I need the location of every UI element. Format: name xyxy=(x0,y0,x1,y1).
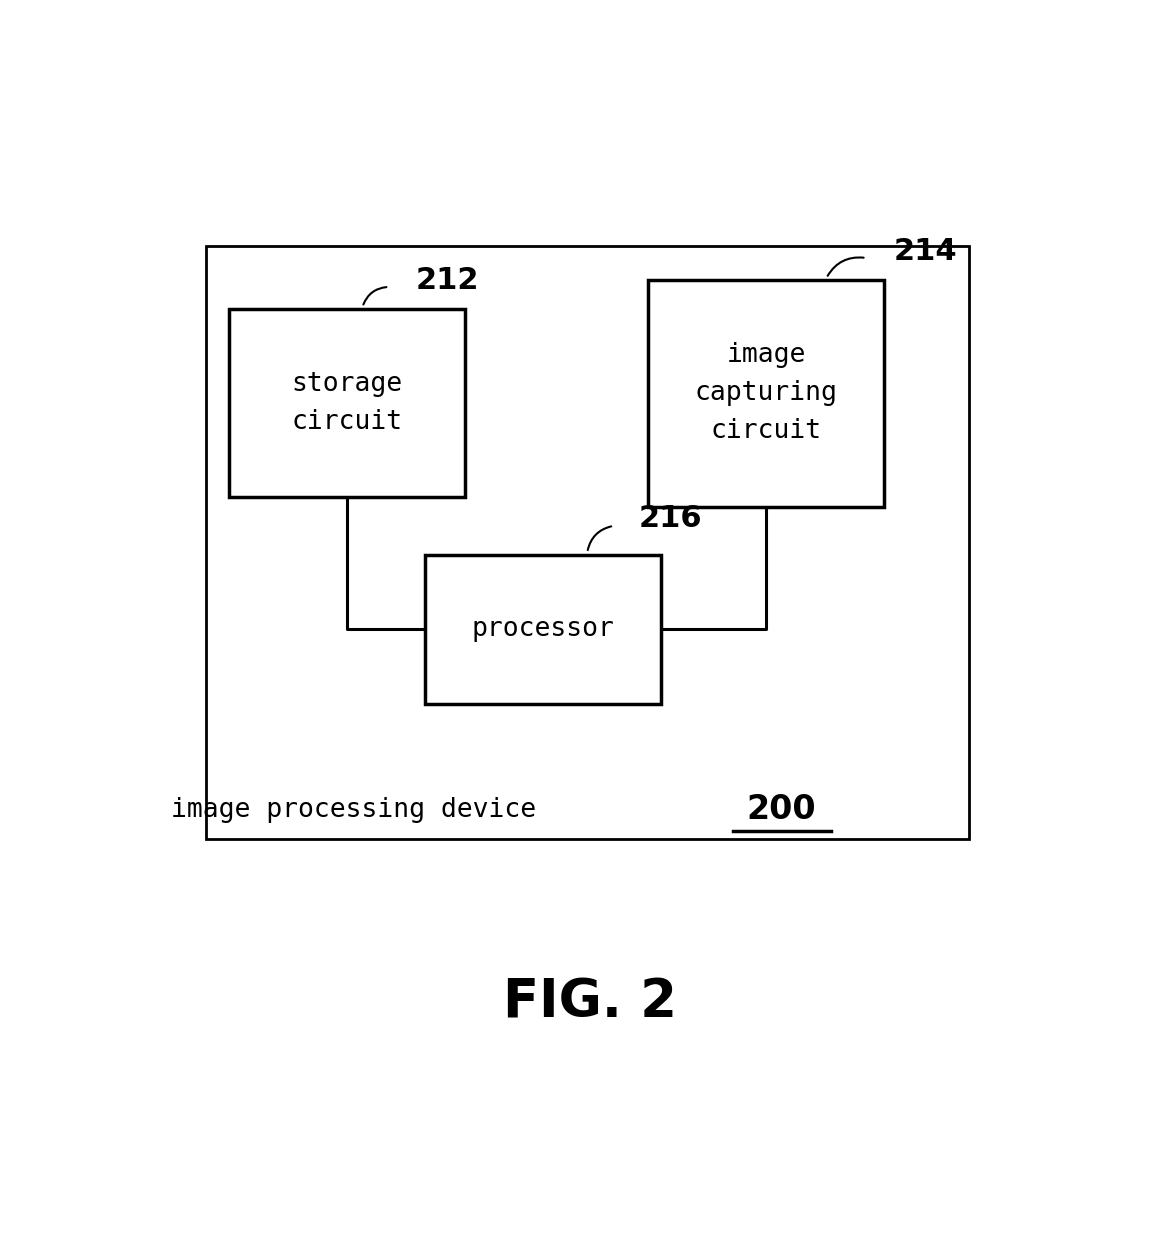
Text: processor: processor xyxy=(472,617,615,642)
Text: storage
circuit: storage circuit xyxy=(291,372,403,435)
Bar xyxy=(229,309,465,497)
Bar xyxy=(648,280,884,507)
Bar xyxy=(425,554,662,704)
Text: 214: 214 xyxy=(893,236,956,265)
Text: image
capturing
circuit: image capturing circuit xyxy=(694,343,838,444)
Text: FIG. 2: FIG. 2 xyxy=(503,977,677,1028)
Bar xyxy=(206,246,969,839)
Text: 200: 200 xyxy=(747,793,816,827)
Text: image processing device: image processing device xyxy=(171,797,536,823)
Text: 216: 216 xyxy=(639,504,702,533)
Text: 212: 212 xyxy=(416,265,480,295)
